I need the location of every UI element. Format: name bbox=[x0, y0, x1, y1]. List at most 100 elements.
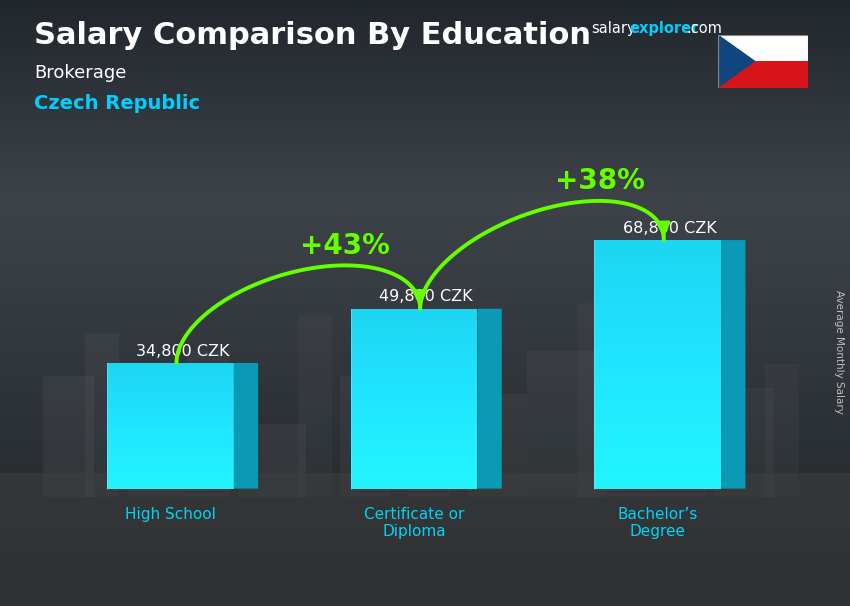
Bar bbox=[238, 424, 306, 497]
Polygon shape bbox=[234, 363, 258, 488]
Bar bbox=[340, 376, 391, 497]
Text: 49,800 CZK: 49,800 CZK bbox=[379, 290, 473, 304]
Bar bbox=[594, 389, 721, 398]
Bar bbox=[107, 455, 234, 459]
Bar bbox=[594, 307, 721, 315]
Bar bbox=[351, 459, 478, 465]
Text: explorer: explorer bbox=[629, 21, 699, 36]
Bar bbox=[351, 345, 478, 351]
Bar bbox=[351, 375, 478, 381]
Bar bbox=[107, 409, 234, 413]
Bar bbox=[107, 384, 234, 388]
Text: Salary Comparison By Education: Salary Comparison By Education bbox=[34, 21, 591, 50]
Bar bbox=[351, 357, 478, 363]
Polygon shape bbox=[721, 240, 745, 488]
Bar bbox=[718, 35, 808, 61]
Bar bbox=[351, 453, 478, 459]
Bar bbox=[351, 422, 478, 428]
Bar bbox=[107, 430, 234, 434]
Bar bbox=[107, 363, 234, 367]
Bar bbox=[107, 426, 234, 430]
Bar bbox=[298, 315, 332, 497]
Bar bbox=[527, 351, 604, 497]
Bar bbox=[107, 367, 234, 371]
Bar bbox=[351, 308, 478, 315]
Bar bbox=[594, 248, 721, 257]
Text: Brokerage: Brokerage bbox=[34, 64, 127, 82]
Bar bbox=[594, 456, 721, 464]
Bar bbox=[594, 265, 721, 273]
Bar bbox=[612, 376, 663, 497]
Text: salary: salary bbox=[591, 21, 635, 36]
Bar bbox=[351, 368, 478, 375]
Bar bbox=[594, 323, 721, 331]
Bar bbox=[351, 351, 478, 357]
Bar bbox=[594, 356, 721, 364]
Text: Certificate or
Diploma: Certificate or Diploma bbox=[364, 507, 464, 539]
Bar bbox=[594, 414, 721, 422]
Bar bbox=[42, 376, 94, 497]
Bar bbox=[594, 398, 721, 406]
Bar bbox=[594, 481, 721, 488]
Bar bbox=[594, 315, 721, 323]
Bar bbox=[351, 435, 478, 441]
Bar bbox=[468, 394, 527, 497]
Bar bbox=[107, 468, 234, 472]
Bar bbox=[594, 422, 721, 431]
Text: .com: .com bbox=[687, 21, 722, 36]
Bar bbox=[714, 388, 774, 497]
Bar bbox=[351, 405, 478, 411]
Bar bbox=[107, 392, 234, 396]
Bar bbox=[107, 401, 234, 405]
Bar bbox=[594, 364, 721, 373]
Text: High School: High School bbox=[125, 507, 216, 522]
Bar bbox=[187, 351, 230, 497]
Text: +43%: +43% bbox=[300, 232, 390, 260]
Bar bbox=[107, 413, 234, 418]
Bar bbox=[351, 327, 478, 333]
Bar bbox=[351, 482, 478, 488]
Bar bbox=[351, 399, 478, 405]
Bar bbox=[594, 472, 721, 481]
Bar bbox=[765, 364, 799, 497]
Bar bbox=[351, 417, 478, 422]
Bar bbox=[351, 428, 478, 435]
Bar bbox=[351, 477, 478, 482]
Bar bbox=[351, 447, 478, 453]
Bar bbox=[594, 431, 721, 439]
Bar bbox=[107, 388, 234, 392]
Bar bbox=[351, 387, 478, 393]
Text: 68,800 CZK: 68,800 CZK bbox=[623, 221, 717, 236]
Bar bbox=[718, 61, 808, 88]
Bar bbox=[351, 363, 478, 368]
Text: Bachelor’s
Degree: Bachelor’s Degree bbox=[618, 507, 698, 539]
Bar bbox=[594, 298, 721, 307]
Bar bbox=[107, 484, 234, 488]
Polygon shape bbox=[718, 35, 756, 88]
Bar bbox=[107, 481, 234, 484]
Bar bbox=[594, 282, 721, 290]
Bar bbox=[85, 333, 119, 497]
Bar bbox=[594, 257, 721, 265]
Bar bbox=[107, 451, 234, 455]
Text: Czech Republic: Czech Republic bbox=[34, 94, 200, 113]
Bar bbox=[594, 373, 721, 381]
Bar bbox=[594, 273, 721, 282]
Bar bbox=[594, 290, 721, 298]
Bar bbox=[594, 348, 721, 356]
Bar bbox=[107, 476, 234, 481]
Bar bbox=[107, 447, 234, 451]
Bar bbox=[663, 339, 706, 497]
Bar bbox=[351, 393, 478, 399]
Bar bbox=[107, 405, 234, 409]
Bar bbox=[0, 473, 850, 606]
Bar bbox=[351, 339, 478, 345]
Bar bbox=[408, 364, 451, 497]
Text: +38%: +38% bbox=[554, 167, 644, 196]
Bar bbox=[107, 438, 234, 442]
Bar bbox=[594, 331, 721, 339]
Bar bbox=[107, 376, 234, 380]
Bar bbox=[351, 471, 478, 477]
Bar bbox=[107, 418, 234, 422]
Bar bbox=[594, 381, 721, 389]
